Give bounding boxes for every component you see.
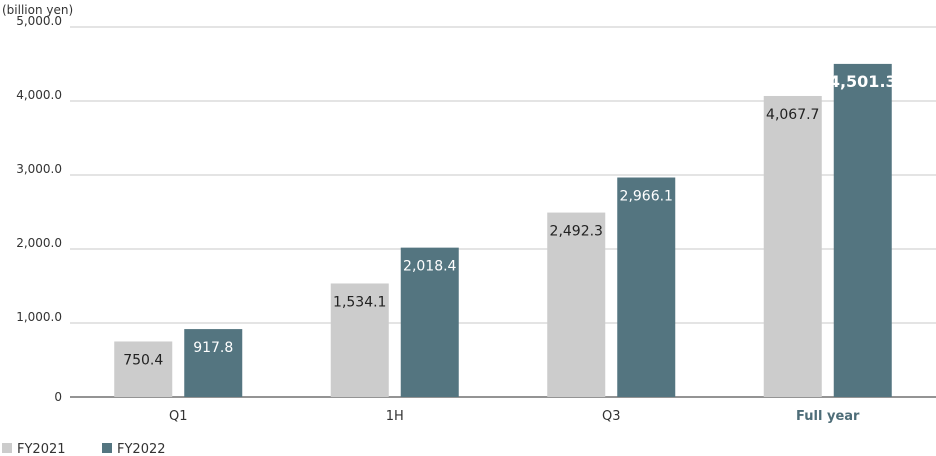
y-tick-label: 3,000.0: [16, 162, 62, 176]
legend-label: FY2021: [17, 442, 66, 456]
legend-swatch: [2, 443, 12, 453]
bar-fy2022-3: [833, 63, 892, 397]
x-tick-label: Full year: [796, 409, 860, 424]
bar-fy2021-3: [763, 95, 822, 397]
y-tick-label: 4,000.0: [16, 88, 62, 102]
bars: [114, 63, 892, 397]
legend: FY2021 FY2022: [2, 442, 166, 456]
data-label: 2,018.4: [403, 259, 457, 275]
y-axis-ticks: 0 1,000.0 2,000.0 3,000.0 4,000.0 5,000.0: [16, 14, 62, 404]
bar-fy2022-1: [400, 247, 459, 397]
bar-fy2021-0: [114, 341, 173, 397]
data-label: 917.8: [193, 340, 233, 356]
y-tick-label: 5,000.0: [16, 14, 62, 28]
x-tick-label: Q3: [602, 409, 621, 424]
legend-label: FY2022: [117, 442, 166, 456]
y-tick-label: 1,000.0: [16, 310, 62, 324]
bar-fy2022-2: [617, 177, 676, 397]
y-tick-label: 2,000.0: [16, 236, 62, 250]
unit-label: (billion yen): [2, 3, 73, 17]
bar-fy2021-2: [547, 212, 606, 397]
legend-swatch: [102, 443, 112, 453]
data-label: 750.4: [123, 352, 163, 368]
data-label: 4,501.3: [829, 72, 897, 91]
data-label: 1,534.1: [333, 294, 386, 310]
x-axis-categories: Q1 1H Q3 Full year: [169, 409, 860, 424]
data-label: 2,492.3: [550, 224, 603, 240]
x-tick-label: 1H: [386, 409, 404, 424]
data-label: 2,966.1: [620, 189, 673, 205]
bar-fy2022-0: [184, 329, 243, 397]
value-labels: 750.4 917.8 1,534.1 2,018.4 2,492.3 2,966.1 4,…: [123, 72, 896, 369]
x-tick-label: Q1: [169, 409, 188, 424]
data-label: 4,067.7: [766, 107, 819, 123]
bar-fy2021-1: [330, 283, 389, 397]
y-tick-label: 0: [54, 390, 62, 404]
